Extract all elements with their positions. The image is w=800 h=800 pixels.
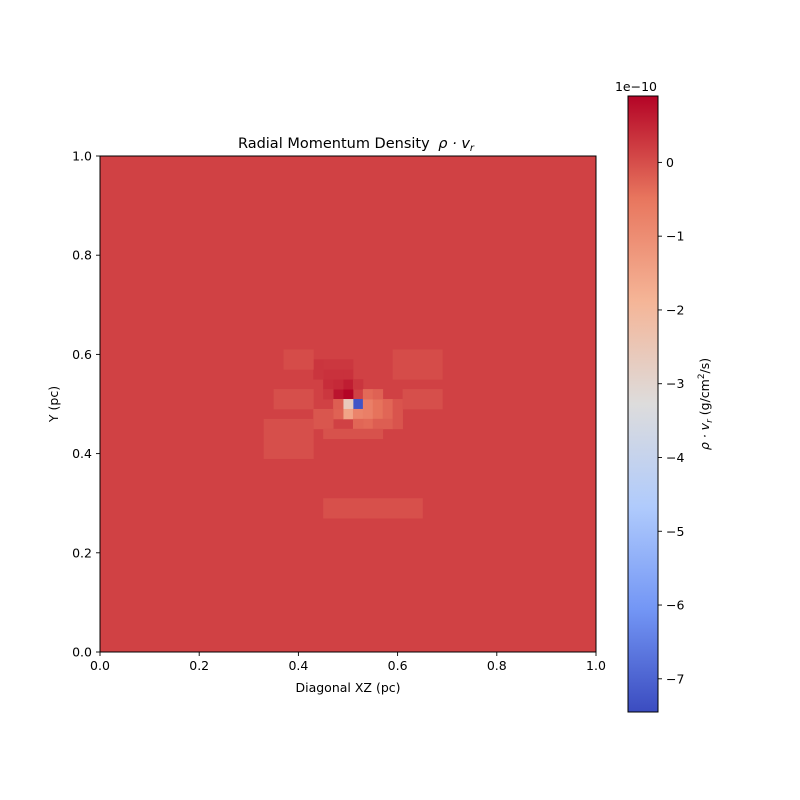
colorbar-tick-label: −7 xyxy=(666,671,684,686)
heatmap-cell xyxy=(372,399,384,420)
heatmap-cell xyxy=(313,408,334,430)
heatmap-cell xyxy=(333,379,344,390)
heatmap-cell xyxy=(323,369,344,380)
y-tick-label: 0.2 xyxy=(72,545,92,560)
y-tick-label: 0.0 xyxy=(72,645,92,660)
colorbar-tick-label: 0 xyxy=(666,155,674,170)
chart-title: Radial Momentum Density ρ · vr xyxy=(238,136,475,154)
x-tick-label: 0.0 xyxy=(90,658,110,673)
x-tick-label: 1.0 xyxy=(586,658,606,673)
colorbar-offset-label: 1e−10 xyxy=(615,79,657,94)
heatmap-cell xyxy=(382,399,394,420)
heatmap-cell xyxy=(323,498,423,519)
colorbar-tick-label: −1 xyxy=(666,229,684,244)
heatmap-cell xyxy=(273,389,314,410)
y-tick-label: 0.8 xyxy=(72,248,92,263)
colorbar-ticks: 0 −1 −2 −3 −4 −5 −6 −7 xyxy=(658,155,684,686)
heatmap-cell xyxy=(402,389,443,410)
colorbar-label-unit-sup: 2 xyxy=(697,373,707,379)
heatmap-cell xyxy=(392,399,403,430)
heatmap-cell xyxy=(352,408,364,420)
heatmap-cell xyxy=(333,408,344,420)
heatmap-cell xyxy=(323,428,384,440)
heatmap-cell xyxy=(333,399,344,410)
chart-title-math: ρ · v xyxy=(438,136,470,152)
y-tick-label: 0.4 xyxy=(72,446,92,461)
colorbar-tick-label: −2 xyxy=(666,302,684,317)
colorbar-tick-label: −6 xyxy=(666,598,684,613)
x-tick-label: 0.4 xyxy=(288,658,308,673)
colorbar-label-math: ρ · v xyxy=(697,422,712,450)
heatmap-cell xyxy=(313,359,324,380)
heatmap-cell xyxy=(352,418,364,430)
plot-frame xyxy=(99,155,597,653)
colorbar-tick-label: −5 xyxy=(666,524,684,539)
colorbar-tick-label: −3 xyxy=(666,376,684,391)
x-axis-label: Diagonal XZ (pc) xyxy=(295,680,400,695)
heatmap-cell xyxy=(352,399,364,410)
chart-title-text: Radial Momentum Density xyxy=(238,136,430,152)
colorbar-label: ρ · vr (g/cm2/s) xyxy=(697,358,715,450)
y-axis-ticks: 0.0 0.2 0.4 0.6 0.8 1.0 xyxy=(72,149,100,660)
heatmap-cell xyxy=(362,389,374,400)
colorbar xyxy=(627,95,659,713)
y-tick-label: 1.0 xyxy=(72,149,92,164)
heatmap-cells xyxy=(263,349,443,519)
heatmap-cell xyxy=(343,399,354,410)
heatmap-cell xyxy=(343,369,354,380)
colorbar-label-unit-post: /s) xyxy=(697,358,712,374)
heatmap-cell xyxy=(343,379,354,390)
x-tick-label: 0.8 xyxy=(487,658,507,673)
heatmap-cell xyxy=(343,408,354,420)
y-tick-label: 0.6 xyxy=(72,347,92,362)
heatmap-cell xyxy=(352,379,364,390)
heatmap-cell xyxy=(372,418,394,430)
chart-title-math-sub: r xyxy=(470,143,475,154)
heatmap-area xyxy=(100,156,596,652)
heatmap-cell xyxy=(323,359,354,370)
heatmap-cell xyxy=(362,399,374,420)
heatmap-cell xyxy=(263,418,314,459)
heatmap-cell xyxy=(323,379,334,390)
colorbar-tick-label: −4 xyxy=(666,450,684,465)
heatmap-cell xyxy=(283,349,314,370)
x-axis-ticks: 0.0 0.2 0.4 0.6 0.8 1.0 xyxy=(90,652,606,673)
heatmap-cell xyxy=(392,349,443,380)
x-tick-label: 0.6 xyxy=(388,658,408,673)
x-tick-label: 0.2 xyxy=(189,658,209,673)
colorbar-label-sub: r xyxy=(705,418,715,423)
heatmap-cell xyxy=(343,389,354,400)
heatmap-cell xyxy=(333,389,344,400)
heatmap-cell xyxy=(372,389,384,400)
y-axis-label: Y (pc) xyxy=(46,386,61,423)
heatmap-cell xyxy=(323,389,334,400)
colorbar-label-unit: (g/cm xyxy=(697,379,712,419)
